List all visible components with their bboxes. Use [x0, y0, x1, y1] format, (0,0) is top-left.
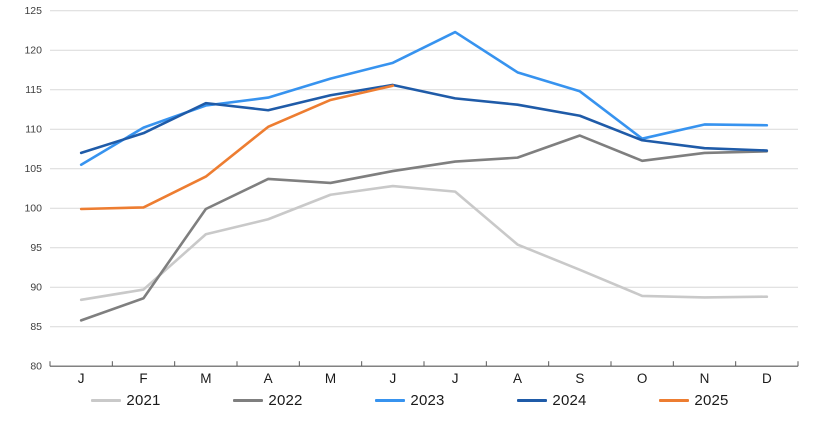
x-tick-label: O: [637, 371, 648, 385]
y-tick-label: 95: [30, 242, 42, 254]
y-tick-label: 100: [24, 203, 42, 215]
y-tick-label: 115: [25, 84, 42, 96]
legend-item-2025: 2025: [659, 392, 728, 409]
legend-item-2022: 2022: [233, 392, 302, 409]
x-tick-label: A: [264, 371, 273, 385]
x-tick-label: F: [139, 371, 147, 385]
chart-legend: 2021 2022 2023 2024 2025: [55, 387, 765, 413]
series-line-2021: [79, 184, 769, 302]
y-tick-label: 125: [24, 5, 42, 17]
y-tick-label: 80: [30, 361, 42, 373]
x-tick-label: M: [200, 371, 211, 385]
legend-item-2023: 2023: [375, 392, 444, 409]
legend-swatch-2022: [233, 398, 264, 402]
series-line-2023: [79, 30, 769, 167]
legend-swatch-2024: [517, 398, 548, 402]
legend-swatch-2023: [375, 398, 406, 402]
x-tick-label: J: [78, 371, 85, 385]
legend-item-2021: 2021: [91, 392, 160, 409]
legend-label: 2023: [410, 391, 445, 409]
y-tick-label: 85: [30, 321, 42, 333]
line-chart: 80 85 90 95 100 105 110 115 120 125 J F M A M J J A S O N D: [24, 5, 799, 385]
legend-label: 2024: [552, 391, 587, 409]
x-tick-label: S: [575, 371, 584, 385]
legend-item-2024: 2024: [517, 392, 586, 409]
series-line-2022: [79, 134, 769, 322]
x-tick-label: J: [389, 371, 396, 385]
x-tick-label: N: [700, 371, 710, 385]
series-line-2024: [79, 83, 769, 155]
legend-label: 2021: [126, 391, 161, 409]
x-tick-label: D: [762, 371, 772, 385]
legend-swatch-2021: [91, 398, 122, 402]
y-tick-label: 120: [24, 45, 42, 57]
legend-swatch-2025: [659, 398, 690, 402]
y-tick-label: 110: [25, 124, 42, 136]
legend-label: 2025: [694, 391, 729, 409]
series-line-2025: [79, 84, 395, 211]
x-tick-label: A: [513, 371, 522, 385]
y-tick-label: 90: [30, 282, 42, 294]
x-tick-label: M: [325, 371, 336, 385]
x-tick-label: J: [452, 371, 459, 385]
y-tick-label: 105: [24, 163, 42, 175]
legend-label: 2022: [268, 391, 303, 409]
